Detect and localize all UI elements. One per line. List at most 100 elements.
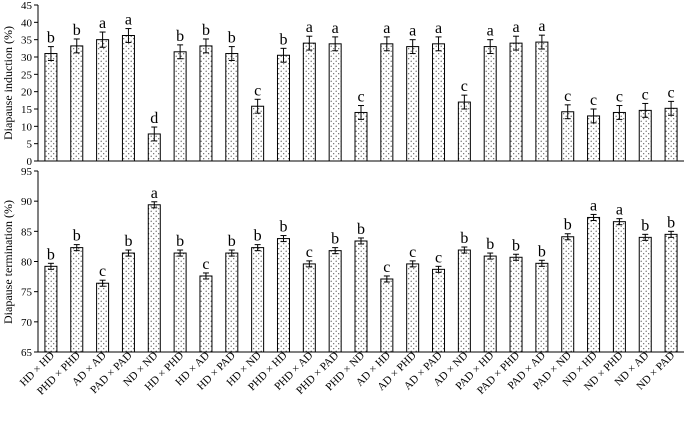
significance-letter: b xyxy=(73,228,81,245)
y-tick-label: 65 xyxy=(21,347,33,359)
bar xyxy=(457,249,471,353)
significance-letter: a xyxy=(332,20,339,37)
bar xyxy=(483,255,497,353)
bar xyxy=(251,105,265,162)
y-tick-label: 35 xyxy=(21,35,33,47)
y-tick-label: 85 xyxy=(21,226,33,238)
y-tick-label: 0 xyxy=(27,156,33,168)
bar xyxy=(96,39,110,162)
bar xyxy=(380,43,394,162)
significance-letter: a xyxy=(538,18,545,35)
y-tick-label: 30 xyxy=(21,52,33,64)
significance-letter: b xyxy=(460,230,468,247)
y-tick-labels: 65 70 75 80 85 90 95 xyxy=(21,166,38,359)
y-tick-label: 80 xyxy=(21,257,33,269)
significance-letter: b xyxy=(47,246,55,263)
bar xyxy=(509,256,523,353)
bar xyxy=(225,252,239,353)
panel-diapause-induction: 0 5 10 15 20 25 30 35 40 45 b b a a d b b b c b a a c a a a c a a a c… xyxy=(1,0,684,168)
significance-letter: c xyxy=(642,86,649,103)
significance-letter: b xyxy=(641,217,649,234)
bar xyxy=(44,265,58,353)
bar xyxy=(96,282,110,353)
significance-letter: b xyxy=(228,30,236,47)
bar xyxy=(380,278,394,353)
significance-letter: a xyxy=(590,197,597,214)
bar xyxy=(664,107,678,162)
significance-letter: c xyxy=(202,256,209,273)
significance-letter: c xyxy=(461,78,468,95)
significance-letter: b xyxy=(176,28,184,45)
bar xyxy=(173,51,187,162)
bar xyxy=(225,53,239,162)
y-tick-label: 10 xyxy=(21,121,33,133)
significance-letter: c xyxy=(383,259,390,276)
y-tick-label: 90 xyxy=(21,196,33,208)
significance-letter: c xyxy=(254,82,261,99)
significance-letter: b xyxy=(279,219,287,236)
significance-letter: c xyxy=(435,249,442,266)
bar xyxy=(432,268,446,353)
bar xyxy=(251,247,265,353)
bar xyxy=(147,204,161,353)
significance-letter: a xyxy=(512,19,519,36)
bar xyxy=(638,236,652,353)
significance-letter: a xyxy=(487,23,494,40)
bar xyxy=(121,252,135,353)
significance-letter: b xyxy=(667,214,675,231)
significance-letter: b xyxy=(357,221,365,238)
significance-letter: c xyxy=(409,244,416,261)
significance-letter: a xyxy=(151,185,158,202)
bar xyxy=(483,46,497,162)
significance-letter: b xyxy=(512,237,520,254)
significance-letter: b xyxy=(331,231,339,248)
significance-letter: b xyxy=(486,236,494,253)
y-tick-labels: 0 5 10 15 20 25 30 35 40 45 xyxy=(21,0,38,168)
bar xyxy=(199,275,213,353)
y-axis-label: Diapause termination (%) xyxy=(1,200,15,324)
bar xyxy=(587,216,601,353)
bar xyxy=(173,252,187,353)
significance-letter: a xyxy=(383,20,390,37)
bar xyxy=(70,45,84,162)
significance-letter: b xyxy=(279,31,287,48)
bar xyxy=(612,221,626,353)
significance-letter: b xyxy=(73,22,81,39)
bar xyxy=(302,263,316,353)
significance-letter: b xyxy=(176,233,184,250)
significance-letter: c xyxy=(306,244,313,261)
significance-letter: b xyxy=(564,217,572,234)
bar xyxy=(509,42,523,162)
significance-letter: a xyxy=(125,12,132,29)
bar xyxy=(457,101,471,162)
bar xyxy=(561,236,575,353)
significance-letter: d xyxy=(150,110,158,127)
bar xyxy=(406,46,420,162)
y-tick-label: 15 xyxy=(21,104,33,116)
bar xyxy=(44,53,58,162)
bar xyxy=(664,233,678,353)
bar xyxy=(535,262,549,353)
significance-letter: b xyxy=(47,30,55,47)
significance-letter: c xyxy=(99,263,106,280)
significance-letter: c xyxy=(357,89,364,106)
significance-letter: a xyxy=(435,20,442,37)
significance-letter: b xyxy=(202,22,210,39)
y-tick-label: 25 xyxy=(21,69,33,81)
bar xyxy=(302,42,316,162)
significance-letter: b xyxy=(254,228,262,245)
y-tick-label: 20 xyxy=(21,87,33,99)
y-axis-label: Diapause induction (%) xyxy=(1,26,15,140)
bar-series: b b a a d b b b c b a a c a a a c a a a c c c c c xyxy=(44,12,678,162)
significance-letter: b xyxy=(228,233,236,250)
y-tick-label: 95 xyxy=(21,166,33,178)
significance-letter: b xyxy=(538,243,546,260)
bar xyxy=(354,240,368,353)
significance-letter: a xyxy=(409,23,416,40)
y-tick-label: 40 xyxy=(21,17,33,29)
bar xyxy=(276,238,290,353)
bar xyxy=(276,54,290,162)
